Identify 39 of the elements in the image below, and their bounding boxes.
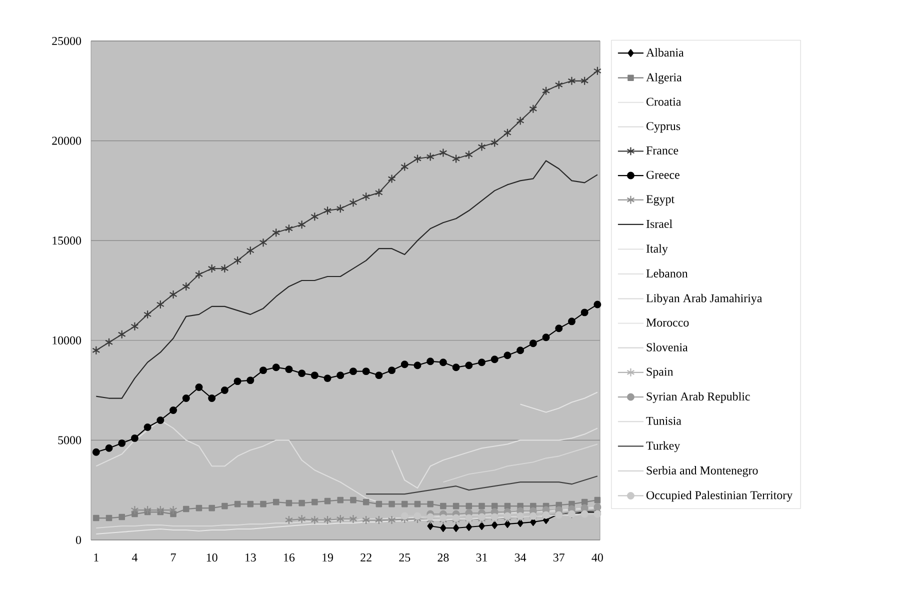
y-tick-label: 0 <box>76 536 82 544</box>
legend-label: Italy <box>646 244 668 256</box>
x-tick-label: 7 <box>171 554 176 562</box>
legend-label: Morocco <box>646 318 689 327</box>
legend-label: France <box>646 146 678 154</box>
y-tick-label: 5000 <box>58 436 82 444</box>
y-tick-label: 25000 <box>52 36 82 46</box>
legend-label: Turkey <box>646 441 680 452</box>
legend-label: Occupied Palestinian Territory <box>646 490 793 502</box>
x-tick-label: 16 <box>284 554 295 562</box>
legend-label: Spain <box>646 368 674 378</box>
legend-label: Egypt <box>646 195 674 206</box>
legend-label: Lebanon <box>646 269 688 278</box>
x-tick-label: 1 <box>94 554 98 562</box>
legend-label: Algeria <box>646 72 682 84</box>
legend-label: Serbia and Montenegro <box>646 466 758 477</box>
legend-label: Syrian Arab Republic <box>646 392 750 403</box>
legend-label: Albania <box>646 48 684 57</box>
x-tick-label: 25 <box>399 554 410 562</box>
legend-label: Greece <box>646 170 680 179</box>
x-tick-label: 13 <box>245 554 256 562</box>
x-tick-label: 40 <box>592 554 603 562</box>
x-tick-label: 37 <box>553 554 565 562</box>
legend-label: Croatia <box>646 98 682 106</box>
x-tick-label: 31 <box>476 554 488 562</box>
x-tick-label: 10 <box>206 554 218 562</box>
legend-label: Tunisia <box>646 416 682 425</box>
x-tick-label: 22 <box>360 554 372 562</box>
legend-label: Slovenia <box>646 342 688 352</box>
legend-label: Cyprus <box>646 122 680 133</box>
x-tick-label: 28 <box>438 554 449 562</box>
y-tick-label: 15000 <box>52 236 82 245</box>
y-tick-label: 20000 <box>52 136 82 145</box>
y-tick-label: 10000 <box>52 336 82 344</box>
x-tick-label: 19 <box>322 554 333 562</box>
legend-label: Libyan Arab Jamahiriya <box>646 294 762 305</box>
x-tick-label: 4 <box>132 554 138 562</box>
legend-label: Israel <box>646 220 672 228</box>
x-tick-label: 34 <box>514 554 526 562</box>
